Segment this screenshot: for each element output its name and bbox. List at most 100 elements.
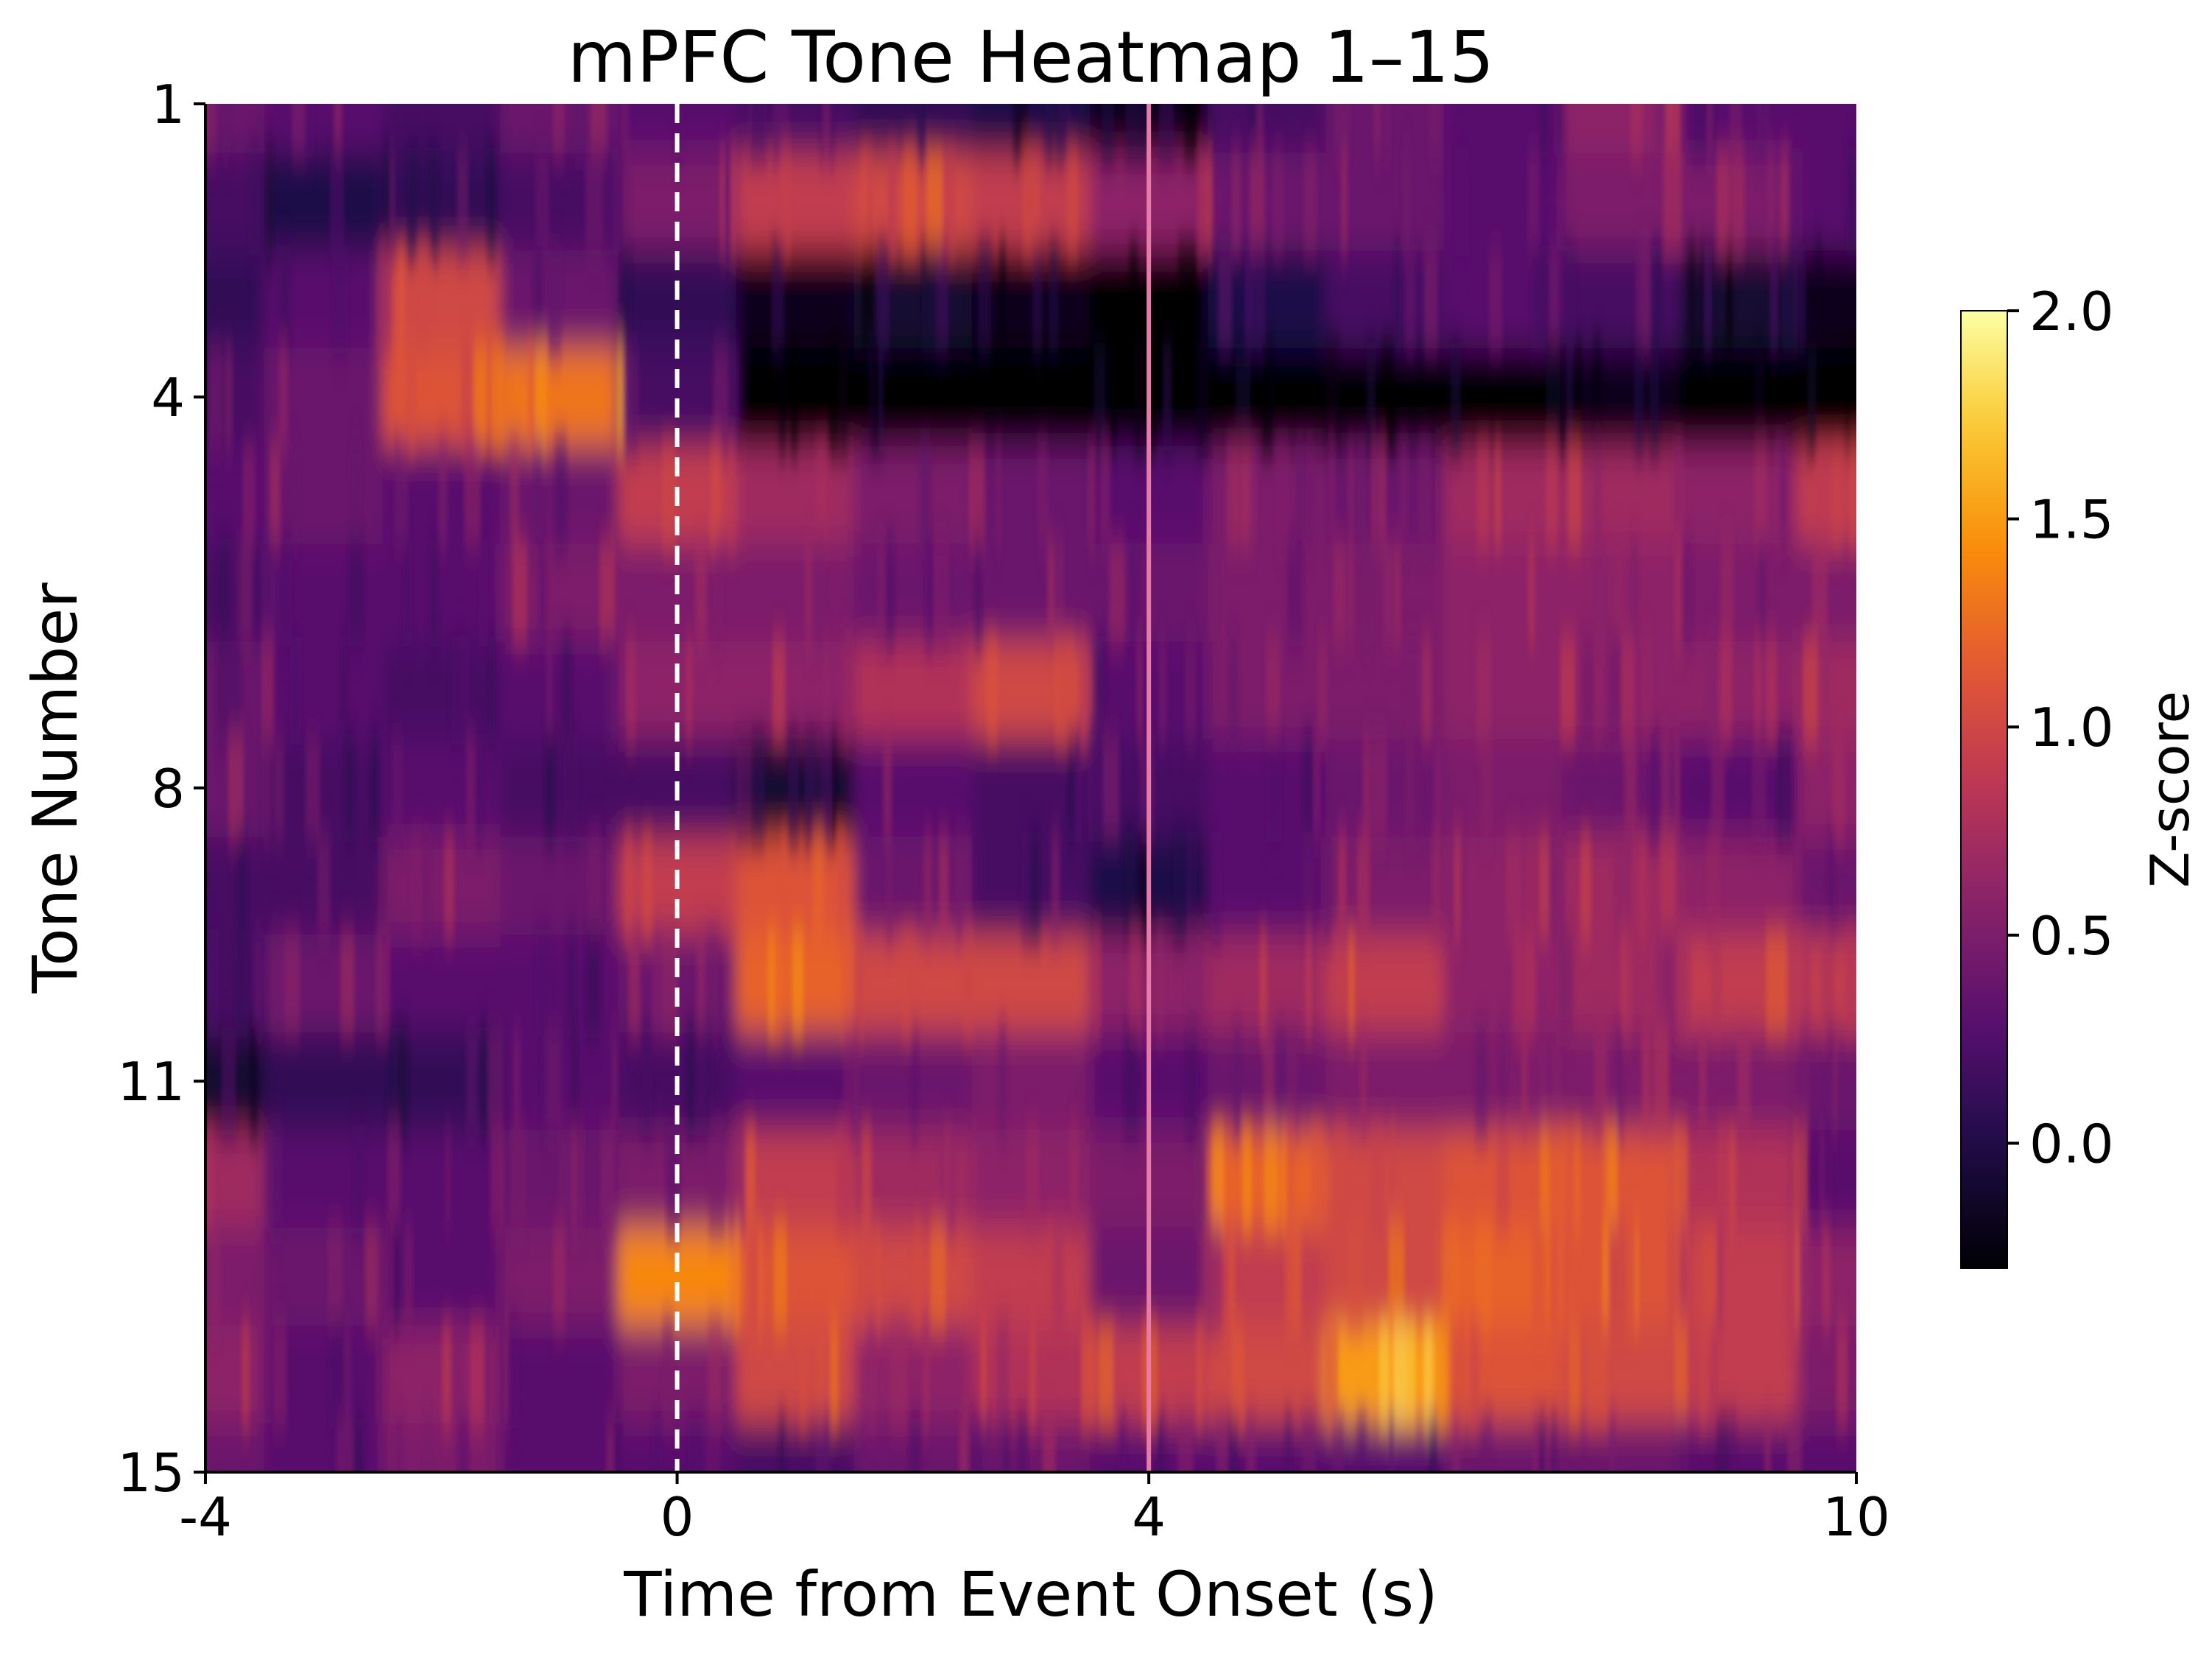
heatmap-streak (816, 1320, 825, 1429)
heatmap-streak (1246, 1418, 1256, 1472)
heatmap-streak (1526, 929, 1536, 1038)
heatmap-streak (1303, 147, 1317, 256)
heatmap-streak (1388, 1418, 1395, 1472)
heatmap-streak (1807, 343, 1817, 451)
heatmap-cell (1208, 1228, 1327, 1326)
heatmap-cell (500, 1325, 619, 1424)
heatmap-streak (1836, 1320, 1848, 1429)
heatmap-streak (1470, 1320, 1479, 1429)
colorbar-tick-label: 0.0 (2029, 1113, 2114, 1175)
heatmap-streak (1029, 831, 1040, 940)
heatmap-streak (1451, 1320, 1465, 1429)
heatmap-cell (971, 104, 1091, 154)
heatmap-streak (1765, 636, 1778, 745)
heatmap-streak (1754, 636, 1762, 745)
heatmap-streak (652, 1418, 663, 1472)
heatmap-streak (1849, 440, 1856, 549)
heatmap-streak (290, 636, 302, 745)
heatmap-streak (1057, 538, 1064, 647)
heatmap-streak (1177, 1418, 1194, 1472)
heatmap-streak (1285, 1222, 1293, 1331)
heatmap-streak (1752, 734, 1767, 842)
heatmap-streak (815, 538, 826, 647)
heatmap-streak (1306, 929, 1312, 1038)
heatmap-streak (1001, 1418, 1010, 1472)
heatmap-streak (1302, 831, 1314, 940)
heatmap-streak (263, 734, 272, 842)
heatmap-streak (1618, 831, 1634, 940)
heatmap-streak (695, 538, 707, 647)
heatmap-streak (626, 636, 636, 745)
heatmap-streak (1660, 831, 1677, 940)
heatmap-streak (1017, 1418, 1028, 1472)
heatmap-streak (859, 1222, 873, 1331)
heatmap-streak (1539, 1027, 1546, 1136)
heatmap-streak (1567, 440, 1582, 549)
heatmap-streak (938, 831, 949, 940)
heatmap-streak (370, 734, 378, 842)
heatmap-streak (1454, 831, 1461, 940)
heatmap-streak (837, 831, 845, 940)
heatmap-cell (1797, 739, 1856, 838)
heatmap-cell (382, 152, 501, 252)
heatmap-streak (604, 636, 616, 745)
heatmap-streak (464, 440, 481, 549)
heatmap-streak (1333, 538, 1345, 647)
heatmap-streak (998, 1027, 1007, 1136)
heatmap-streak (1371, 1125, 1384, 1233)
heatmap-streak (266, 147, 274, 256)
heatmap-streak (1776, 734, 1784, 842)
heatmap-streak (1429, 104, 1443, 158)
heatmap-streak (1478, 1418, 1493, 1472)
heatmap-streak (1780, 440, 1788, 549)
heatmap-streak (1766, 929, 1781, 1038)
heatmap-streak (1711, 734, 1725, 842)
heatmap-streak (708, 1320, 722, 1429)
heatmap-streak (1021, 831, 1032, 940)
heatmap-streak (1102, 104, 1114, 158)
heatmap-streak (1455, 147, 1470, 256)
heatmap-streak (396, 1027, 409, 1136)
heatmap-streak (1218, 245, 1232, 353)
heatmap-streak (1652, 1027, 1669, 1136)
heatmap-streak (1775, 440, 1782, 549)
heatmap-streak (1184, 104, 1200, 158)
heatmap-streak (1204, 147, 1213, 256)
heatmap-streak (510, 1125, 527, 1233)
heatmap-streak (936, 538, 949, 647)
heatmap-streak (1649, 343, 1660, 451)
heatmap-streak (535, 929, 552, 1038)
heatmap-streak (278, 245, 292, 353)
heatmap-streak (1185, 636, 1197, 745)
heatmap-streak (457, 147, 468, 256)
heatmap-streak (1771, 245, 1778, 353)
heatmap-streak (553, 104, 565, 158)
heatmap-streak (968, 1418, 983, 1472)
heatmap-streak (1156, 929, 1165, 1038)
heatmap-cell (1561, 739, 1680, 838)
heatmap-streak (620, 104, 630, 158)
heatmap-streak (1521, 1027, 1528, 1136)
heatmap-streak (1404, 245, 1416, 353)
heatmap-cell (736, 1130, 855, 1229)
heatmap-streak (426, 147, 440, 256)
colorbar-ticks: 0.0 0.5 1.0 1.5 2.0 (2007, 281, 2114, 1175)
heatmap-cell (264, 104, 384, 154)
heatmap-streak (1259, 929, 1267, 1038)
heatmap-streak (1049, 245, 1059, 353)
heatmap-streak (1057, 104, 1071, 158)
heatmap-streak (995, 440, 1002, 549)
heatmap-streak (773, 104, 789, 158)
heatmap-streak (1399, 440, 1409, 549)
heatmap-streak (1254, 245, 1266, 353)
heatmap-streak (1649, 734, 1660, 842)
heatmap-streak (943, 1125, 951, 1233)
y-tick-label: 15 (117, 1442, 185, 1504)
heatmap-streak (377, 245, 392, 353)
heatmap-streak (535, 147, 543, 256)
heatmap-cell (1443, 348, 1563, 447)
heatmap-streak (1563, 245, 1576, 353)
heatmap-streak (919, 440, 931, 549)
heatmap-streak (778, 343, 786, 451)
heatmap-streak (642, 831, 653, 940)
